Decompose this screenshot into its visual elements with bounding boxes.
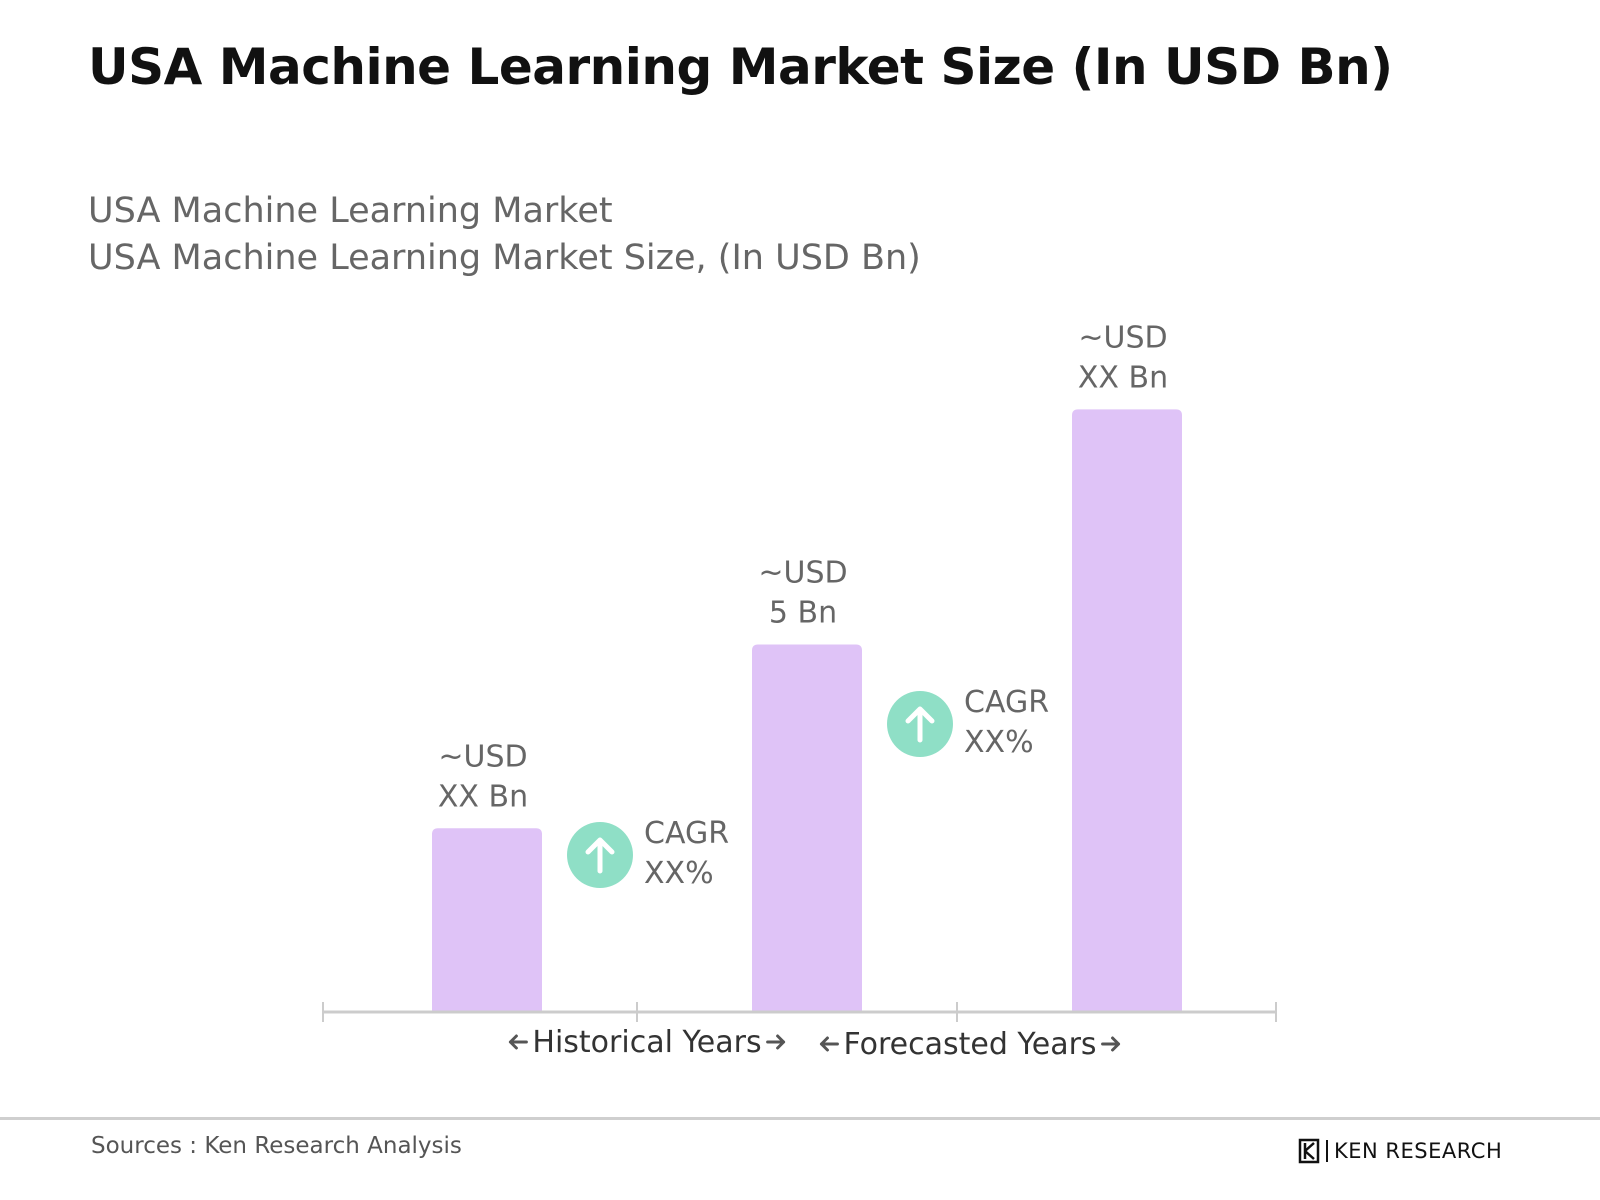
chart-subtitle: USA Machine Learning Market USA Machine …	[88, 188, 921, 282]
period-label-2: Forecasted Years	[843, 1027, 1096, 1062]
source-note: Sources : Ken Research Analysis	[91, 1133, 462, 1159]
bar-3-value-label-line-2: XX Bn	[1078, 360, 1168, 395]
brand-name: KEN RESEARCH	[1334, 1139, 1503, 1163]
footer-divider	[0, 1117, 1600, 1120]
bar-1-value-label-line-1: ~USD	[438, 739, 527, 774]
subtitle-line-1: USA Machine Learning Market	[88, 191, 613, 231]
ken-research-logo-icon	[1298, 1138, 1320, 1164]
brand-divider	[1326, 1140, 1328, 1162]
bar-2-value-label-line-1: ~USD	[758, 556, 847, 591]
bar-chart: ~USD XX Bn ~USD 5 Bn ~USD XX Bn CAGR XX% CAGR XX%…	[322, 320, 1277, 1062]
period-label-1: Historical Years	[532, 1025, 761, 1060]
bar-2-value-label-line-2: 5 Bn	[769, 596, 837, 631]
arrow-up-icon	[585, 837, 615, 874]
subtitle-line-2: USA Machine Learning Market Size, (In US…	[88, 238, 921, 278]
cagr-2-label-line-1: CAGR	[964, 685, 1049, 720]
cagr-2-label-line-2: XX%	[964, 725, 1034, 760]
bar-1	[432, 828, 542, 1012]
arrow-up-icon	[905, 706, 935, 743]
cagr-1-label-line-2: XX%	[644, 856, 714, 891]
arrow-right-icon	[1101, 1036, 1121, 1052]
arrow-right-icon	[766, 1034, 786, 1050]
arrow-left-icon	[819, 1036, 839, 1052]
bar-2	[752, 644, 862, 1012]
arrow-left-icon	[508, 1034, 528, 1050]
bar-3-value-label-line-1: ~USD	[1078, 320, 1167, 355]
brand-logo: KEN RESEARCH	[1298, 1138, 1502, 1164]
bar-3	[1072, 409, 1182, 1012]
bar-1-value-label-line-2: XX Bn	[438, 779, 528, 814]
chart-title: USA Machine Learning Market Size (In USD…	[88, 38, 1393, 96]
cagr-1-label-line-1: CAGR	[644, 816, 729, 851]
